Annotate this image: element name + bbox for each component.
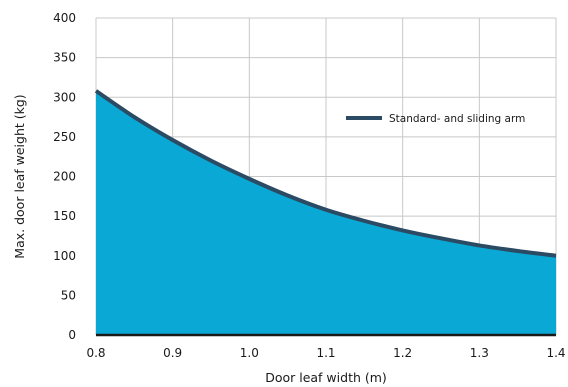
legend: Standard- and sliding arm bbox=[346, 113, 525, 125]
x-tick-label: 1.3 bbox=[470, 346, 489, 360]
y-tick-labels: 0 50 100 150 200 250 300 350 400 bbox=[53, 11, 76, 342]
x-tick-labels: 0.8 0.9 1.0 1.1 1.2 1.3 1.4 bbox=[86, 346, 565, 360]
x-tick-label: 1.0 bbox=[240, 346, 259, 360]
x-tick-label: 1.1 bbox=[316, 346, 335, 360]
x-tick-label: 0.8 bbox=[86, 346, 105, 360]
x-tick-label: 1.2 bbox=[393, 346, 412, 360]
x-tick-label: 1.4 bbox=[546, 346, 565, 360]
y-axis-title: Max. door leaf weight (kg) bbox=[12, 94, 27, 258]
y-tick-label: 250 bbox=[53, 130, 76, 144]
x-axis-title: Door leaf width (m) bbox=[265, 370, 387, 385]
legend-label: Standard- and sliding arm bbox=[389, 113, 525, 125]
x-tick-label: 0.9 bbox=[163, 346, 182, 360]
y-tick-label: 0 bbox=[68, 328, 76, 342]
y-tick-label: 350 bbox=[53, 51, 76, 65]
y-tick-label: 200 bbox=[53, 170, 76, 184]
area-fill bbox=[96, 90, 556, 335]
y-tick-label: 100 bbox=[53, 249, 76, 263]
y-tick-label: 400 bbox=[53, 11, 76, 25]
y-tick-label: 150 bbox=[53, 209, 76, 223]
y-tick-label: 50 bbox=[61, 288, 76, 302]
y-tick-label: 300 bbox=[53, 90, 76, 104]
series-line bbox=[94, 89, 557, 258]
